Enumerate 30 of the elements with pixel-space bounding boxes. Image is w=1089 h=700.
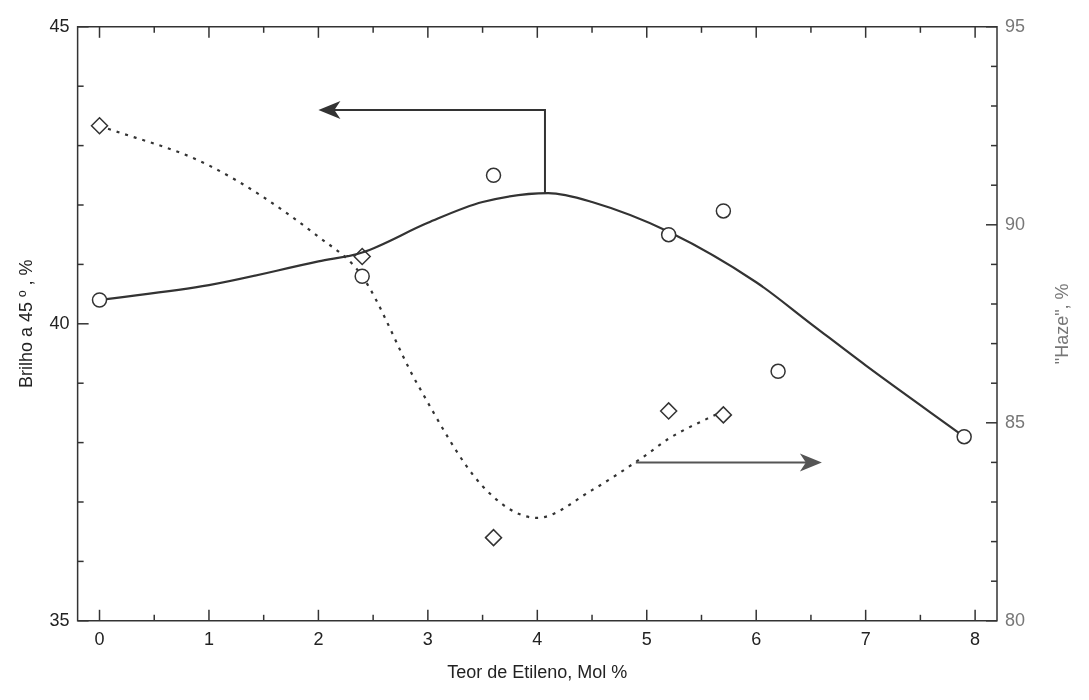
point: [90, 117, 109, 135]
point: [91, 292, 108, 308]
x-tick-label: 4: [532, 628, 543, 649]
x-tick-label: 8: [970, 628, 981, 649]
point: [485, 167, 502, 184]
y-tick-label: 45: [49, 15, 70, 36]
y2-axis-title: "Haze", %: [1051, 283, 1072, 365]
point: [484, 528, 503, 547]
point: [770, 363, 786, 380]
y2-tick-label: 95: [1005, 15, 1026, 36]
y2-tick-label: 90: [1005, 213, 1026, 234]
point: [354, 268, 370, 285]
x-tick-label: 1: [203, 628, 214, 649]
point: [714, 406, 733, 424]
y-axis-title: Brilho a 45 º , %: [15, 259, 36, 389]
y2-tick-label: 80: [1005, 609, 1026, 630]
point: [659, 402, 678, 420]
point: [715, 203, 732, 219]
x-tick-label: 2: [313, 628, 324, 649]
point: [660, 226, 677, 243]
point: [956, 428, 972, 445]
y-tick-label: 40: [49, 312, 70, 333]
x-axis-title: Teor de Etileno, Mol %: [447, 662, 628, 683]
x-tick-label: 3: [422, 628, 433, 649]
y-tick-label: 35: [49, 609, 70, 630]
x-tick-label: 5: [641, 628, 652, 649]
y2-tick-label: 85: [1005, 411, 1026, 432]
x-tick-label: 7: [860, 628, 871, 649]
x-tick-label: 6: [751, 628, 762, 649]
x-tick-label: 0: [94, 628, 105, 649]
